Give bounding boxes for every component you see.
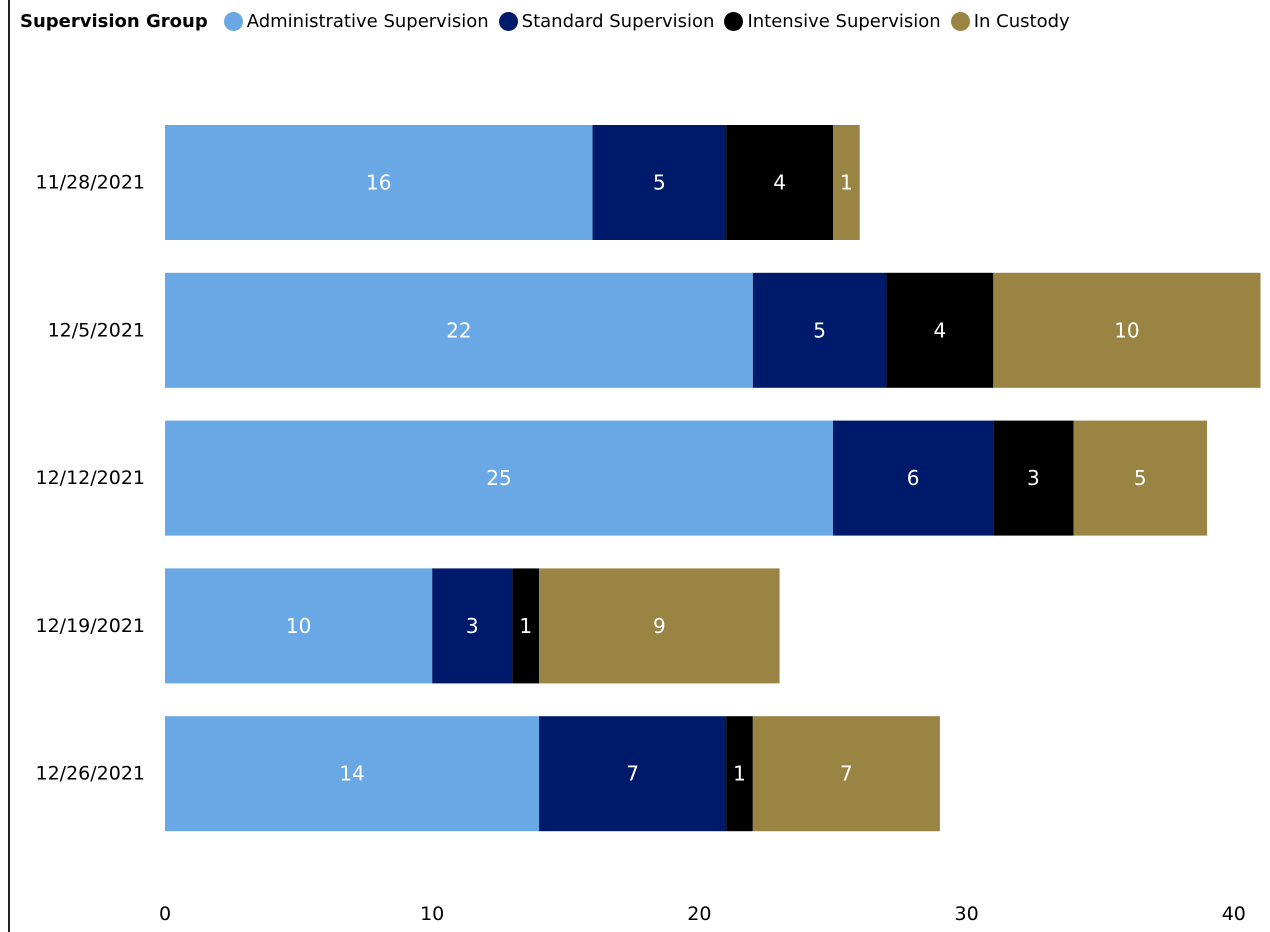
bar-segment-administrative-supervision-12-19-2021[interactable] — [165, 568, 433, 684]
bar-segment-administrative-supervision-12-5-2021[interactable] — [165, 272, 753, 388]
bar-segment-intensive-supervision-12-5-2021[interactable] — [886, 272, 994, 388]
legend-item-standard-supervision[interactable]: Standard Supervision — [498, 10, 715, 32]
bar-segment-intensive-supervision-12-12-2021[interactable] — [993, 420, 1074, 536]
legend-item-in-custody[interactable]: In Custody — [950, 10, 1070, 32]
x-tick-label-0: 0 — [159, 903, 171, 925]
bar-segment-intensive-supervision-12-19-2021[interactable] — [512, 568, 540, 684]
legend-item-administrative-supervision[interactable]: Administrative Supervision — [223, 10, 489, 32]
data-label-in-custody-12-12-2021: 5 — [1134, 466, 1147, 490]
bar-segment-intensive-supervision-12-26-2021[interactable] — [726, 716, 753, 832]
bar-segment-standard-supervision-12-19-2021[interactable] — [432, 568, 513, 684]
legend-swatch-administrative-supervision — [223, 11, 243, 31]
bar-segment-in-custody-11-28-2021[interactable] — [833, 125, 860, 240]
data-label-standard-supervision-12-12-2021: 6 — [907, 466, 920, 490]
bar-segment-in-custody-12-12-2021[interactable] — [1073, 420, 1208, 536]
legend-swatch-standard-supervision — [498, 11, 518, 31]
data-label-administrative-supervision-12-19-2021: 10 — [286, 614, 311, 638]
legend-swatch-intensive-supervision — [724, 11, 744, 31]
data-label-administrative-supervision-12-5-2021: 22 — [446, 318, 471, 342]
bar-segment-administrative-supervision-12-26-2021[interactable] — [165, 716, 540, 832]
legend-swatch-in-custody — [950, 11, 970, 31]
category-label-12-26-2021: 12/26/2021 — [35, 763, 145, 785]
bar-segment-standard-supervision-11-28-2021[interactable] — [592, 125, 727, 240]
legend-item-intensive-supervision[interactable]: Intensive Supervision — [724, 10, 941, 32]
legend-label-standard-supervision: Standard Supervision — [521, 10, 715, 32]
bar-segment-administrative-supervision-12-12-2021[interactable] — [165, 420, 833, 536]
bar-segment-standard-supervision-12-26-2021[interactable] — [539, 716, 727, 832]
x-tick-label-10: 10 — [420, 903, 444, 925]
data-label-standard-supervision-12-19-2021: 3 — [466, 614, 479, 638]
value-axis: 0 10 20 30 40 — [159, 903, 1246, 925]
category-label-12-12-2021: 12/12/2021 — [35, 467, 145, 489]
data-label-in-custody-11-28-2021: 1 — [840, 171, 853, 195]
legend: Supervision Group Administrative Supervi… — [20, 8, 1080, 34]
bar-segment-standard-supervision-12-12-2021[interactable] — [833, 420, 994, 536]
data-label-standard-supervision-12-5-2021: 5 — [813, 318, 826, 342]
bars-layer — [165, 125, 1261, 832]
data-label-administrative-supervision-12-26-2021: 14 — [339, 762, 364, 786]
bar-segment-in-custody-12-26-2021[interactable] — [752, 716, 940, 832]
data-label-standard-supervision-11-28-2021: 5 — [653, 171, 666, 195]
category-label-12-5-2021: 12/5/2021 — [48, 319, 145, 341]
bar-segment-administrative-supervision-11-28-2021[interactable] — [165, 125, 593, 240]
x-tick-label-30: 30 — [955, 903, 979, 925]
legend-label-administrative-supervision: Administrative Supervision — [246, 10, 489, 32]
data-labels-layer: 16 5 4 1 22 5 4 10 25 6 3 5 10 3 1 9 14 7 1 7 — [286, 171, 1147, 786]
category-label-11-28-2021: 11/28/2021 — [35, 172, 145, 194]
bar-segment-in-custody-12-19-2021[interactable] — [539, 568, 780, 684]
data-label-intensive-supervision-11-28-2021: 4 — [773, 171, 786, 195]
data-label-intensive-supervision-12-26-2021: 1 — [733, 762, 746, 786]
bar-segment-standard-supervision-12-5-2021[interactable] — [752, 272, 887, 388]
chart-frame-border — [8, 0, 10, 932]
bar-segment-in-custody-12-5-2021[interactable] — [993, 272, 1261, 388]
bar-segment-intensive-supervision-11-28-2021[interactable] — [726, 125, 833, 240]
data-label-intensive-supervision-12-5-2021: 4 — [934, 318, 947, 342]
data-label-intensive-supervision-12-19-2021: 1 — [519, 614, 532, 638]
data-label-in-custody-12-19-2021: 9 — [653, 614, 666, 638]
category-axis: 11/28/2021 12/5/2021 12/12/2021 12/19/2021 1… — [35, 172, 145, 785]
data-label-administrative-supervision-12-12-2021: 25 — [486, 466, 511, 490]
category-label-12-19-2021: 12/19/2021 — [35, 615, 145, 637]
legend-label-in-custody: In Custody — [973, 10, 1070, 32]
data-label-in-custody-12-26-2021: 7 — [840, 762, 853, 786]
data-label-intensive-supervision-12-12-2021: 3 — [1027, 466, 1040, 490]
legend-label-intensive-supervision: Intensive Supervision — [747, 10, 941, 32]
x-tick-label-20: 20 — [687, 903, 711, 925]
data-label-administrative-supervision-11-28-2021: 16 — [366, 171, 391, 195]
legend-title: Supervision Group — [20, 10, 208, 32]
x-tick-label-40: 40 — [1222, 903, 1246, 925]
data-label-standard-supervision-12-26-2021: 7 — [626, 762, 639, 786]
data-label-in-custody-12-5-2021: 10 — [1114, 318, 1139, 342]
